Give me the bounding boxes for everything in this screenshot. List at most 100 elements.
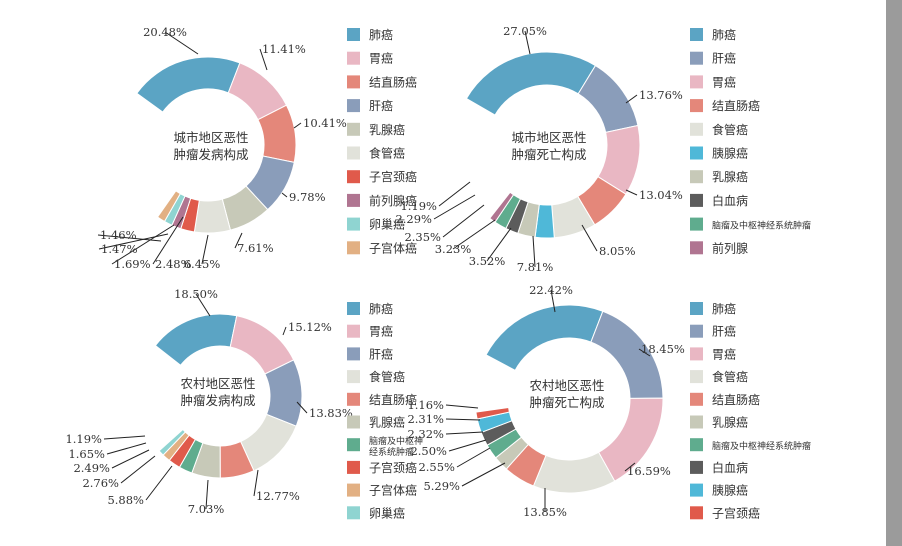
legend-swatch bbox=[690, 122, 703, 136]
data-label: 2.31% bbox=[407, 412, 444, 426]
chart-center-title: 肿瘤死亡构成 bbox=[511, 147, 586, 162]
leader-line bbox=[234, 232, 243, 249]
right-scrollbar bbox=[886, 0, 902, 546]
data-label: 6.45% bbox=[184, 257, 221, 271]
data-label: 5.29% bbox=[423, 479, 460, 493]
legend-label: 经系统肿瘤 bbox=[369, 446, 414, 458]
leader-line bbox=[456, 447, 491, 468]
leader-line bbox=[445, 418, 481, 421]
data-label: 1.19% bbox=[65, 432, 102, 446]
legend-swatch bbox=[690, 193, 703, 207]
legend-label: 乳腺癌 bbox=[712, 415, 748, 430]
legend-label: 肺癌 bbox=[712, 301, 736, 316]
chart-center-title: 肿瘤发病构成 bbox=[173, 147, 248, 162]
leader-line bbox=[111, 449, 150, 469]
data-label: 9.78% bbox=[289, 190, 326, 204]
data-label: 1.69% bbox=[114, 257, 151, 271]
legend-label: 胃癌 bbox=[712, 74, 736, 89]
leader-line bbox=[259, 48, 268, 71]
legend-swatch bbox=[690, 347, 703, 361]
legend-label: 肺癌 bbox=[712, 27, 736, 42]
legend-swatch bbox=[690, 438, 703, 452]
legend-swatch bbox=[690, 506, 703, 520]
data-label: 15.12% bbox=[288, 320, 332, 334]
legend-swatch bbox=[690, 302, 703, 315]
legend-label: 食管癌 bbox=[712, 369, 748, 384]
legend-swatch bbox=[690, 217, 703, 231]
legend-swatch bbox=[690, 415, 703, 429]
legend-swatch bbox=[347, 324, 360, 338]
legend-label: 胃癌 bbox=[369, 324, 393, 339]
data-label: 2.49% bbox=[73, 461, 110, 475]
legend-label: 肺癌 bbox=[369, 301, 393, 316]
chart-center-title: 农村地区恶性 bbox=[180, 376, 255, 391]
leader-line bbox=[103, 435, 146, 440]
legend-label: 结直肠癌 bbox=[712, 392, 760, 407]
data-label: 22.42% bbox=[529, 283, 573, 297]
chart-center-title: 城市地区恶性 bbox=[173, 130, 248, 145]
legend-label: 乳腺癌 bbox=[369, 122, 405, 137]
legend-label: 脑瘤及中枢神经系统肿瘤 bbox=[712, 220, 811, 232]
leader-line bbox=[625, 189, 638, 196]
data-label: 1.19% bbox=[400, 199, 437, 213]
legend-swatch bbox=[347, 28, 360, 41]
legend-swatch bbox=[347, 347, 360, 361]
legend-label: 肝癌 bbox=[369, 346, 393, 361]
chart-center-title: 农村地区恶性 bbox=[529, 378, 604, 393]
legend-swatch bbox=[347, 99, 360, 113]
legend-swatch bbox=[347, 506, 360, 520]
leader-line bbox=[195, 293, 211, 317]
data-label: 16.59% bbox=[627, 464, 671, 478]
legend-label: 子宫体癌 bbox=[369, 240, 417, 255]
legend-swatch bbox=[690, 370, 703, 384]
legend-label: 脑瘤及中枢神经系统肿瘤 bbox=[712, 440, 811, 452]
leader-line bbox=[445, 431, 484, 435]
legend-label: 子宫颈癌 bbox=[369, 169, 417, 184]
leader-line bbox=[532, 235, 536, 268]
data-label: 18.45% bbox=[641, 342, 685, 356]
legend-label: 脑瘤及中枢神 bbox=[369, 435, 423, 447]
data-label: 3.52% bbox=[469, 254, 506, 268]
data-label: 2.35% bbox=[404, 230, 441, 244]
legend-swatch bbox=[347, 415, 360, 429]
legend-label: 子宫颈癌 bbox=[369, 460, 417, 475]
legend-label: 食管癌 bbox=[712, 122, 748, 137]
chart-center-title: 肿瘤死亡构成 bbox=[529, 395, 604, 410]
data-label: 13.85% bbox=[523, 505, 567, 519]
data-label: 12.77% bbox=[256, 489, 300, 503]
data-label: 1.16% bbox=[407, 398, 444, 412]
leader-line bbox=[145, 465, 173, 501]
legend-swatch bbox=[347, 51, 360, 65]
legend-label: 胰腺癌 bbox=[712, 146, 748, 161]
legend-label: 食管癌 bbox=[369, 369, 405, 384]
leader-line bbox=[152, 216, 184, 265]
leader-line bbox=[461, 462, 506, 487]
legend-swatch bbox=[347, 483, 360, 497]
slice-肺癌 bbox=[465, 51, 597, 116]
legend-label: 食管癌 bbox=[369, 146, 405, 161]
leader-line bbox=[625, 94, 638, 104]
data-label: 13.83% bbox=[309, 406, 353, 420]
legend-swatch bbox=[690, 460, 703, 474]
leader-line bbox=[97, 234, 162, 242]
leader-line bbox=[164, 31, 199, 55]
legend-label: 白血病 bbox=[712, 193, 748, 208]
leader-line bbox=[98, 233, 169, 250]
data-label: 7.61% bbox=[237, 241, 274, 255]
leader-line bbox=[253, 469, 259, 497]
data-label: 7.81% bbox=[517, 260, 554, 274]
data-label: 7.03% bbox=[188, 502, 225, 516]
legend-swatch bbox=[690, 392, 703, 406]
data-label: 11.41% bbox=[262, 42, 306, 56]
leader-line bbox=[624, 462, 636, 472]
chart-center-title: 肿瘤发病构成 bbox=[180, 393, 255, 408]
leader-line bbox=[524, 30, 531, 55]
legend-swatch bbox=[690, 146, 703, 160]
legend-label: 乳腺癌 bbox=[712, 169, 748, 184]
leader-line bbox=[296, 401, 308, 414]
leader-line bbox=[433, 194, 476, 220]
data-label: 1.47% bbox=[101, 242, 138, 256]
legend-label: 子宫颈癌 bbox=[712, 505, 760, 520]
leader-line bbox=[282, 326, 287, 336]
legend-swatch bbox=[690, 28, 703, 41]
